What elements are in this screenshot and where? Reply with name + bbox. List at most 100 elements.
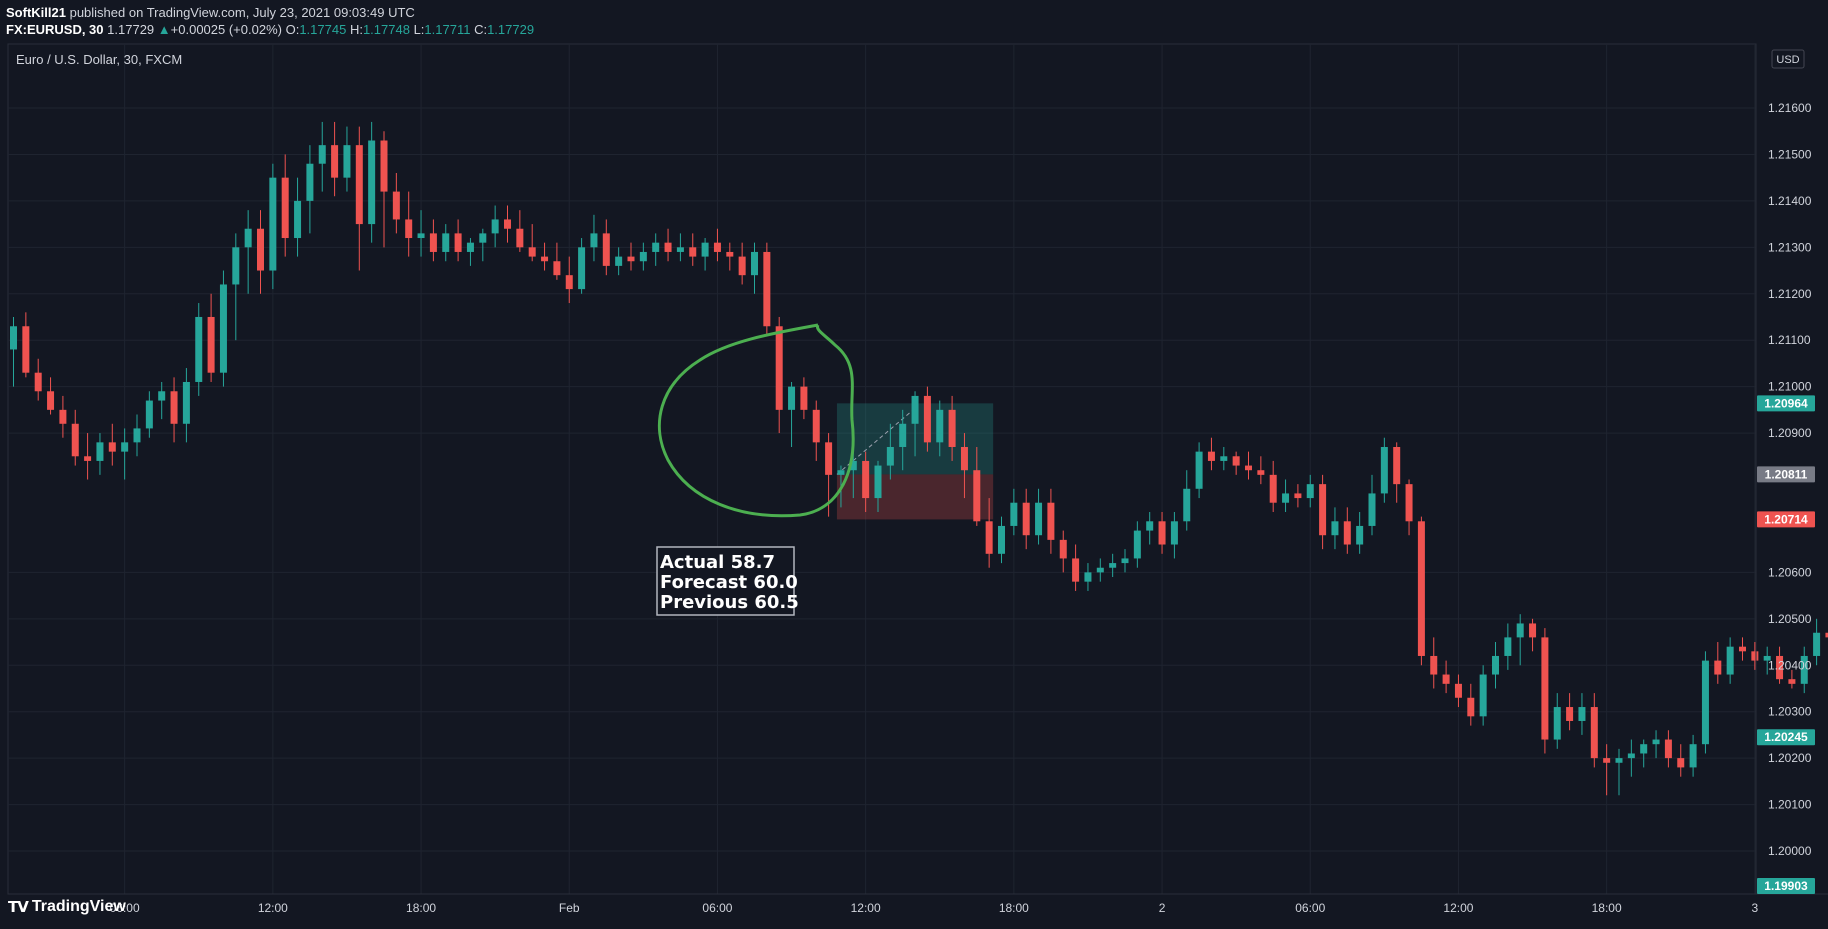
time-tick-label: 06:00 — [110, 901, 140, 915]
candle-body — [405, 219, 413, 239]
candle-body — [133, 428, 141, 443]
annotation-box — [656, 546, 795, 616]
candle-body — [1368, 493, 1376, 526]
candle-body — [1652, 739, 1660, 745]
position-stop-zone — [836, 474, 994, 520]
candle-body — [528, 247, 536, 257]
candle-body — [417, 233, 425, 239]
high-label: H: — [349, 22, 363, 37]
candle-body — [1627, 753, 1635, 759]
candle-body — [602, 233, 610, 266]
candle-body — [355, 145, 363, 225]
candle-body — [763, 251, 771, 327]
candle-body — [84, 456, 92, 461]
candle-body — [10, 326, 17, 350]
candle-body — [701, 242, 709, 257]
tradingview-logo[interactable]: 𝗧𝗩 TradingView — [8, 898, 126, 916]
price-label-text: 1.20245 — [1764, 730, 1808, 744]
candle-body — [516, 228, 524, 248]
change-value: +0.00025 (+0.02%) — [170, 22, 282, 37]
candle-body — [1010, 502, 1018, 526]
last-price: 1.17729 — [107, 22, 155, 37]
candle-body — [1183, 488, 1191, 522]
candle-body — [1578, 707, 1586, 721]
candle-body — [121, 442, 129, 452]
candle-body — [504, 219, 511, 229]
candle-body — [491, 219, 499, 234]
candle-body — [1516, 623, 1524, 638]
candle-body — [182, 381, 190, 424]
candle-body — [874, 465, 882, 499]
candle-body — [368, 140, 376, 225]
price-label-tag — [1757, 511, 1815, 528]
candle-body — [1566, 707, 1574, 721]
release-annotation[interactable]: Actual 58.7 Forecast 60.0 Previous 60.5 — [656, 546, 799, 616]
candle-body — [676, 247, 684, 252]
candle-body — [1146, 521, 1154, 531]
price-label-tag — [1757, 729, 1815, 746]
candle-body — [1220, 456, 1228, 461]
candle-body — [800, 386, 808, 410]
low-label: L: — [413, 22, 425, 37]
candle-body — [1640, 744, 1648, 754]
candle-body — [1417, 521, 1425, 656]
candle-body — [466, 242, 474, 252]
candle-body — [1319, 484, 1327, 536]
candle-body — [948, 409, 956, 447]
ohlc-legend: FX:EURUSD, 30 1.17729 ▲+0.00025 (+0.02%)… — [6, 21, 534, 38]
candle-body — [47, 391, 55, 410]
highlight-circle — [657, 323, 855, 518]
candle-body — [442, 233, 450, 252]
candle-body — [911, 395, 919, 424]
candle-body — [652, 242, 660, 252]
price-axis[interactable]: 1.21600 1.21500 1.21400 1.21300 1.21200 1.211… — [1768, 101, 1812, 858]
candle-body — [1430, 655, 1438, 675]
candle-body — [1343, 521, 1351, 545]
author-name[interactable]: SoftKill21 — [6, 5, 66, 20]
candle-body — [1380, 446, 1388, 494]
candle-body — [1467, 697, 1475, 717]
price-tick-label: 1.20900 — [1768, 426, 1812, 440]
currency-badge[interactable] — [1771, 49, 1805, 69]
candle-body — [1072, 558, 1080, 582]
candle-body — [936, 409, 944, 443]
price-tick-label: 1.21000 — [1768, 380, 1812, 394]
candle-body — [392, 191, 400, 220]
candle-body — [1677, 758, 1685, 768]
candle-body — [639, 251, 647, 262]
candle-body — [1776, 655, 1784, 680]
candle-body — [849, 460, 857, 471]
candle-body — [627, 256, 635, 262]
time-axis[interactable]: 06:00 12:00 18:00 Feb 06:00 12:00 18:00 2 06:00 1… — [110, 901, 1828, 915]
candle-body — [1269, 474, 1277, 503]
time-tick-label: 3 — [1752, 901, 1759, 915]
candle-body — [713, 242, 721, 252]
candle-body — [1553, 707, 1561, 740]
candle-body — [998, 525, 1005, 554]
candle-body — [1714, 660, 1722, 675]
low-value: 1.17711 — [424, 22, 471, 37]
candle-body — [1664, 739, 1672, 759]
candle-body — [578, 247, 586, 290]
candle-body — [34, 372, 42, 392]
time-tick-label: 18:00 — [1592, 901, 1622, 915]
candle-body — [862, 460, 870, 499]
candle-body — [1763, 655, 1771, 661]
candle-body — [380, 140, 388, 192]
time-tick-label: 06:00 — [1295, 901, 1325, 915]
candle-body — [281, 177, 289, 239]
candle-body — [1232, 456, 1240, 466]
price-tick-label: 1.20300 — [1768, 705, 1812, 719]
candle-body — [1726, 646, 1734, 675]
candle-body — [1022, 502, 1030, 536]
candle-body — [1158, 521, 1166, 545]
candle-body — [1207, 451, 1215, 461]
candles-group — [10, 121, 1828, 796]
candle-body — [1751, 651, 1759, 661]
tradingview-logo-icon: 𝗧𝗩 — [8, 899, 29, 916]
candle-body — [886, 446, 894, 466]
candle-body — [22, 326, 30, 373]
open-value: 1.17745 — [299, 22, 347, 37]
price-tick-label: 1.20600 — [1768, 565, 1812, 579]
